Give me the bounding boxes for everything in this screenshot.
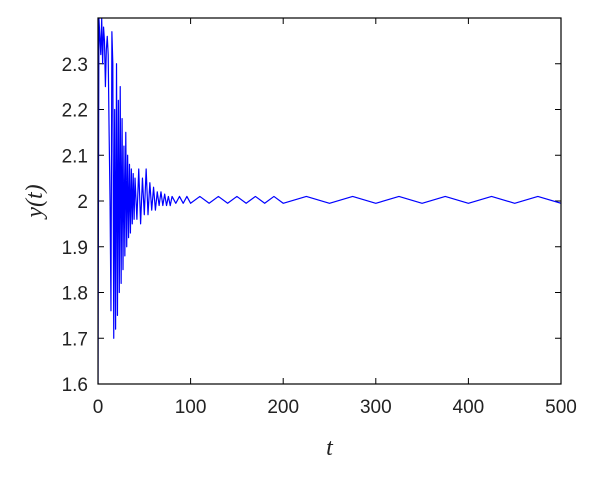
y-tick-label: 1.8 xyxy=(62,284,88,305)
x-tick-label: 400 xyxy=(453,397,485,418)
y-tick-label: 1.6 xyxy=(62,375,88,396)
y-tick-label: 2.2 xyxy=(62,101,88,122)
x-tick-label: 0 xyxy=(93,397,104,418)
x-axis-label: t xyxy=(326,435,334,461)
y-tick-label: 2 xyxy=(77,192,88,213)
plot-layer xyxy=(98,18,561,384)
y-tick-label: 2.3 xyxy=(62,55,88,76)
y-tick-label: 2.1 xyxy=(62,146,88,167)
x-tick-label: 300 xyxy=(360,397,392,418)
x-tick-label: 500 xyxy=(545,397,577,418)
ticks-layer: 0 100 200 300 400 500 1.6 1.7 1.8 1.9 2 2.1 2.2 2.3 xyxy=(62,18,577,418)
y-axis-label: y(t) xyxy=(22,184,48,219)
y-tick-label: 1.9 xyxy=(62,238,88,259)
series-line-0 xyxy=(98,18,561,384)
x-tick-label: 100 xyxy=(175,397,207,418)
y-tick-label: 1.7 xyxy=(62,329,88,350)
plot-frame xyxy=(97,17,562,385)
x-tick-label: 200 xyxy=(267,397,299,418)
